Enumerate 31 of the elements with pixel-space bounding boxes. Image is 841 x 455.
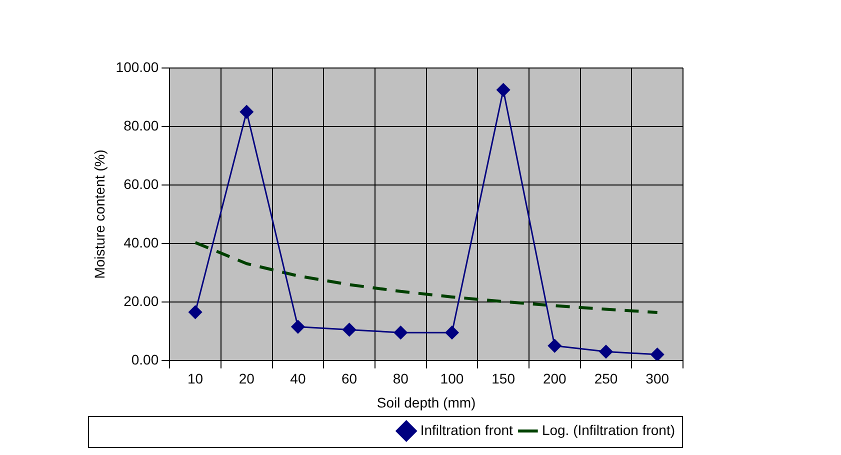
x-tick-label: 100 [440,370,464,387]
x-axis-title: Soil depth (mm) [376,394,476,410]
y-tick-label: 0.00 [131,351,159,368]
point [496,83,510,97]
legend-label: Log. (Infiltration front) [542,422,675,438]
point [240,105,254,119]
y-tick-label: 100.00 [116,58,159,75]
point [548,339,562,353]
y-tick-label: 80.00 [124,117,159,134]
x-tick-label: 250 [594,370,618,387]
x-tick-label: 20 [238,370,255,387]
x-tick-label: 80 [392,370,409,387]
point [342,322,356,336]
y-tick-label: 60.00 [124,176,159,192]
y-tick-label: 40.00 [124,234,159,250]
legend-label: Infiltration front [420,422,514,438]
x-tick-label: 200 [542,370,567,387]
point [599,344,613,358]
line-series [194,241,659,314]
point [188,305,202,319]
point [394,326,408,340]
x-tick-label: 150 [492,370,516,387]
x-tick-label: 300 [646,370,670,387]
x-tick-label: 60 [342,370,358,387]
x-tick-label: 40 [290,370,306,387]
x-tick-label: 10 [188,370,204,387]
point [445,326,459,340]
point [650,348,664,360]
point [291,320,305,334]
y-axis-title: Moisture content (%) [91,150,108,279]
y-tick-label: 20.00 [124,292,159,309]
